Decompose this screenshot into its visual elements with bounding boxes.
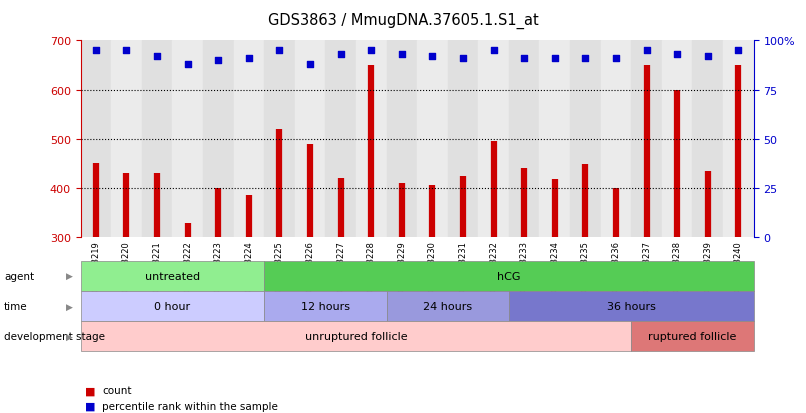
Text: 0 hour: 0 hour bbox=[154, 301, 190, 311]
Bar bbox=[478, 41, 509, 237]
Point bbox=[151, 54, 164, 60]
Bar bbox=[570, 41, 600, 237]
Point bbox=[426, 54, 438, 60]
Bar bbox=[326, 41, 356, 237]
Text: hCG: hCG bbox=[497, 271, 521, 281]
Text: ▶: ▶ bbox=[66, 332, 73, 341]
Text: 36 hours: 36 hours bbox=[607, 301, 656, 311]
Point bbox=[517, 56, 530, 62]
Point bbox=[640, 48, 653, 55]
Bar bbox=[172, 41, 203, 237]
Text: ruptured follicle: ruptured follicle bbox=[648, 331, 737, 342]
Text: agent: agent bbox=[4, 271, 34, 281]
Bar bbox=[539, 41, 570, 237]
Text: ▶: ▶ bbox=[66, 302, 73, 311]
Bar bbox=[234, 41, 264, 237]
Bar bbox=[631, 41, 662, 237]
Text: time: time bbox=[4, 301, 27, 311]
Text: 24 hours: 24 hours bbox=[423, 301, 472, 311]
Point bbox=[181, 62, 194, 68]
Bar bbox=[111, 41, 142, 237]
Bar bbox=[142, 41, 172, 237]
Text: ■: ■ bbox=[85, 385, 95, 395]
Point bbox=[120, 48, 133, 55]
Point bbox=[671, 52, 683, 58]
Text: untreated: untreated bbox=[145, 271, 200, 281]
Point bbox=[609, 56, 622, 62]
Text: unruptured follicle: unruptured follicle bbox=[305, 331, 407, 342]
Point bbox=[334, 52, 347, 58]
Point bbox=[579, 56, 592, 62]
Point bbox=[396, 52, 409, 58]
Text: count: count bbox=[102, 385, 132, 395]
Bar bbox=[203, 41, 234, 237]
Bar bbox=[264, 41, 295, 237]
Bar bbox=[600, 41, 631, 237]
Bar bbox=[295, 41, 326, 237]
Point bbox=[273, 48, 286, 55]
Bar bbox=[81, 41, 111, 237]
Bar bbox=[356, 41, 387, 237]
Point bbox=[365, 48, 378, 55]
Text: ▶: ▶ bbox=[66, 272, 73, 280]
Text: development stage: development stage bbox=[4, 331, 105, 342]
Bar bbox=[723, 41, 754, 237]
Text: ■: ■ bbox=[85, 401, 95, 411]
Point bbox=[243, 56, 256, 62]
Text: 12 hours: 12 hours bbox=[301, 301, 350, 311]
Point bbox=[456, 56, 469, 62]
Point bbox=[732, 48, 745, 55]
Point bbox=[212, 57, 225, 64]
Bar bbox=[662, 41, 692, 237]
Point bbox=[701, 54, 714, 60]
Text: GDS3863 / MmugDNA.37605.1.S1_at: GDS3863 / MmugDNA.37605.1.S1_at bbox=[268, 12, 538, 28]
Bar bbox=[417, 41, 447, 237]
Text: percentile rank within the sample: percentile rank within the sample bbox=[102, 401, 278, 411]
Bar bbox=[692, 41, 723, 237]
Point bbox=[304, 62, 317, 68]
Bar bbox=[387, 41, 418, 237]
Point bbox=[487, 48, 500, 55]
Bar bbox=[509, 41, 539, 237]
Point bbox=[89, 48, 102, 55]
Point bbox=[548, 56, 561, 62]
Bar bbox=[447, 41, 478, 237]
